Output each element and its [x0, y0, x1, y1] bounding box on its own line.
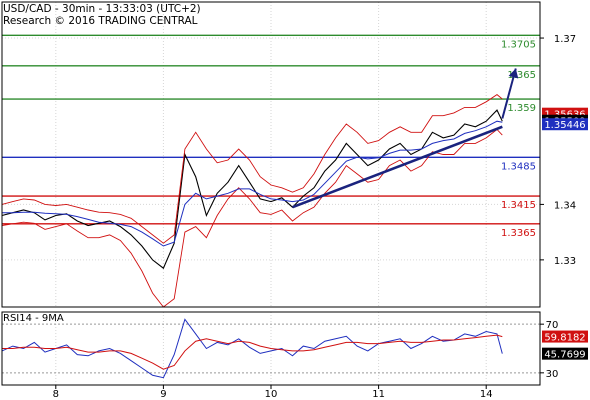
rsi-value-tag: 59.8182	[544, 333, 585, 344]
price-panel-frame	[1, 1, 541, 308]
rsi-panel	[1, 312, 540, 385]
rsi-panel-title: RSI14 - 9MA	[3, 313, 64, 324]
price-level-label: 1.3365	[501, 228, 536, 239]
rsi-value-tag-box	[542, 330, 588, 343]
price-y-tick-label: 1.37	[554, 34, 576, 45]
x-tick-label: 11	[372, 389, 385, 400]
price-level-label: 1.3415	[501, 200, 536, 211]
price-level-label: 1.365	[507, 70, 536, 81]
price-y-tick-label: 1.34	[554, 200, 576, 211]
price-level-label: 1.3485	[501, 161, 536, 172]
price-series-line	[1, 109, 503, 270]
price-series-layer	[1, 94, 503, 308]
x-tick-label: 14	[480, 389, 493, 400]
rsi-value-tag-box	[542, 347, 588, 360]
forecast-arrow-head	[508, 68, 519, 79]
trend-overlay	[292, 68, 519, 209]
x-tick-label: 8	[53, 389, 59, 400]
rsi-line	[1, 318, 503, 379]
x-tick-label: 10	[265, 389, 278, 400]
price-tag-box	[542, 118, 588, 131]
moving-average-line	[2, 120, 503, 247]
price-y-tick-label: 1.33	[554, 256, 576, 267]
rsi-series-layer	[1, 318, 503, 379]
price-level-label: 1.3705	[501, 39, 536, 50]
chart-header-copyright: Research © 2016 TRADING CENTRAL	[3, 15, 198, 27]
price-level-label: 1.359	[507, 103, 536, 114]
rsi-value-tag: 45.7699	[544, 350, 585, 361]
rsi-y-tick-label: 30	[546, 369, 559, 380]
rsi-y-tick-label: 70	[546, 320, 559, 331]
price-tag: 1.35446	[544, 120, 585, 131]
upper-band-line	[1, 94, 503, 244]
lower-band-line	[1, 128, 503, 308]
price-panel: 1.3705 1.365 1.359 1.3485 1.3415 1.3365	[1, 2, 540, 308]
support-resistance-levels: 1.3705 1.365 1.359 1.3485 1.3415 1.3365	[2, 34, 540, 239]
support-trendline	[292, 125, 503, 209]
x-tick-label: 9	[160, 389, 166, 400]
rsi-ma-line	[2, 334, 503, 370]
chart-header-title: USD/CAD - 30min - 13:33:03 (UTC+2)	[3, 3, 201, 15]
price-grid	[2, 2, 540, 307]
